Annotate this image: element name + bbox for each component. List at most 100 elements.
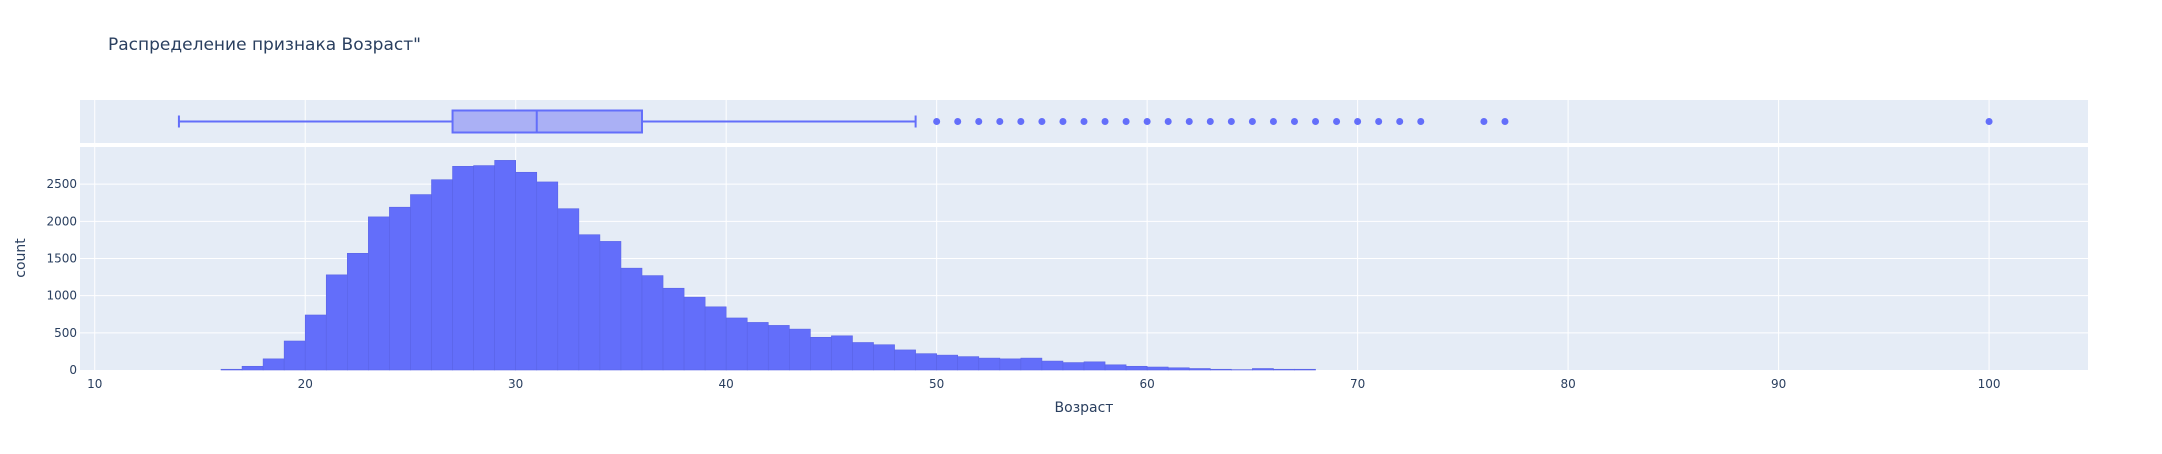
x-axis-ticks: 10 20 30 40 50 60 70 80 90 100 <box>87 377 2000 391</box>
histogram-bar <box>1168 368 1189 370</box>
histogram-bar <box>516 172 537 370</box>
boxplot-outlier-point <box>1249 118 1256 125</box>
boxplot-outlier-point <box>1354 118 1361 125</box>
histogram-bar <box>1105 365 1126 370</box>
boxplot-outlier-point <box>1059 118 1066 125</box>
histogram-bar <box>852 342 873 370</box>
histogram-bar <box>242 366 263 370</box>
x-tick-label: 50 <box>929 377 944 391</box>
boxplot-outlier-point <box>1417 118 1424 125</box>
histogram-bar <box>368 217 389 370</box>
boxplot-outlier-point <box>1186 118 1193 125</box>
boxplot-outlier-point <box>1986 118 1993 125</box>
boxplot-outlier-point <box>1501 118 1508 125</box>
boxplot-outlier-point <box>1270 118 1277 125</box>
boxplot-outlier-point <box>1102 118 1109 125</box>
histogram-bar <box>263 359 284 370</box>
histogram-bar <box>1273 369 1294 370</box>
boxplot-panel <box>80 100 2088 143</box>
boxplot-outlier-point <box>1017 118 1024 125</box>
boxplot-outlier-point <box>933 118 940 125</box>
histogram-panel <box>80 147 2088 370</box>
y-tick-label: 1000 <box>46 289 77 303</box>
histogram-bar <box>495 160 516 370</box>
histogram-bar <box>1294 369 1315 370</box>
histogram-bar <box>874 345 895 370</box>
x-tick-label: 80 <box>1560 377 1575 391</box>
boxplot-outlier-point <box>1375 118 1382 125</box>
histogram-bar <box>621 268 642 370</box>
histogram-bar <box>1000 359 1021 370</box>
histogram-bar <box>642 276 663 370</box>
x-tick-label: 70 <box>1350 377 1365 391</box>
histogram-bar <box>705 307 726 370</box>
y-axis-title: count <box>13 238 29 278</box>
x-tick-label: 30 <box>508 377 523 391</box>
histogram-bar <box>1021 358 1042 370</box>
histogram-bar <box>831 336 852 370</box>
histogram-bar <box>684 297 705 370</box>
histogram-bar <box>558 209 579 370</box>
histogram-bar <box>1252 369 1273 370</box>
histogram-bar <box>1147 367 1168 370</box>
histogram-bar <box>284 341 305 370</box>
histogram-bar <box>979 358 1000 370</box>
boxplot-box <box>453 111 642 133</box>
histogram-bar <box>1210 369 1231 370</box>
x-tick-label: 60 <box>1140 377 1155 391</box>
histogram-bar <box>895 350 916 370</box>
boxplot-outlier-point <box>1312 118 1319 125</box>
histogram-bar <box>1126 366 1147 370</box>
histogram-bar <box>389 207 410 370</box>
boxplot-outlier-point <box>1165 118 1172 125</box>
histogram-bar <box>1063 363 1084 370</box>
boxplot-outlier-point <box>1396 118 1403 125</box>
boxplot-outlier-point <box>1081 118 1088 125</box>
y-tick-label: 2500 <box>46 177 77 191</box>
histogram-bar <box>1084 362 1105 370</box>
histogram-bar <box>937 355 958 370</box>
histogram-bar <box>958 357 979 370</box>
histogram-bar <box>747 322 768 370</box>
x-tick-label: 10 <box>87 377 102 391</box>
y-tick-label: 0 <box>69 363 77 377</box>
histogram-bar <box>221 369 242 370</box>
histogram-bar <box>410 195 431 370</box>
histogram-bar <box>347 253 368 370</box>
boxplot-outlier-point <box>1038 118 1045 125</box>
boxplot-outlier-point <box>1291 118 1298 125</box>
histogram-bar <box>305 315 326 370</box>
boxplot-outlier-point <box>1333 118 1340 125</box>
boxplot-outlier-point <box>1480 118 1487 125</box>
histogram-bar <box>663 288 684 370</box>
x-tick-label: 40 <box>719 377 734 391</box>
histogram-bar <box>810 337 831 370</box>
histogram-bar <box>326 275 347 370</box>
histogram-bar <box>579 235 600 370</box>
boxplot-outlier-point <box>954 118 961 125</box>
x-tick-label: 20 <box>298 377 313 391</box>
histogram-bar <box>768 325 789 370</box>
histogram-bar <box>453 166 474 370</box>
boxplot-outlier-point <box>996 118 1003 125</box>
boxplot-outlier-point <box>1207 118 1214 125</box>
boxplot-outlier-point <box>1144 118 1151 125</box>
histogram-bar <box>1042 361 1063 370</box>
histogram-bar <box>474 166 495 370</box>
boxplot-outlier-point <box>1123 118 1130 125</box>
histogram-bar <box>789 329 810 370</box>
histogram-bar <box>726 318 747 370</box>
histogram-bar <box>432 180 453 370</box>
histogram-bar <box>916 354 937 370</box>
boxplot-outlier-point <box>1228 118 1235 125</box>
histogram-bar <box>600 241 621 370</box>
x-tick-label: 100 <box>1978 377 2001 391</box>
histogram-bar <box>537 182 558 370</box>
x-axis-title: Возраст <box>1055 400 1114 416</box>
chart-title: Распределение признака Возраст" <box>108 35 421 55</box>
y-tick-label: 1500 <box>46 252 77 266</box>
x-tick-label: 90 <box>1771 377 1786 391</box>
